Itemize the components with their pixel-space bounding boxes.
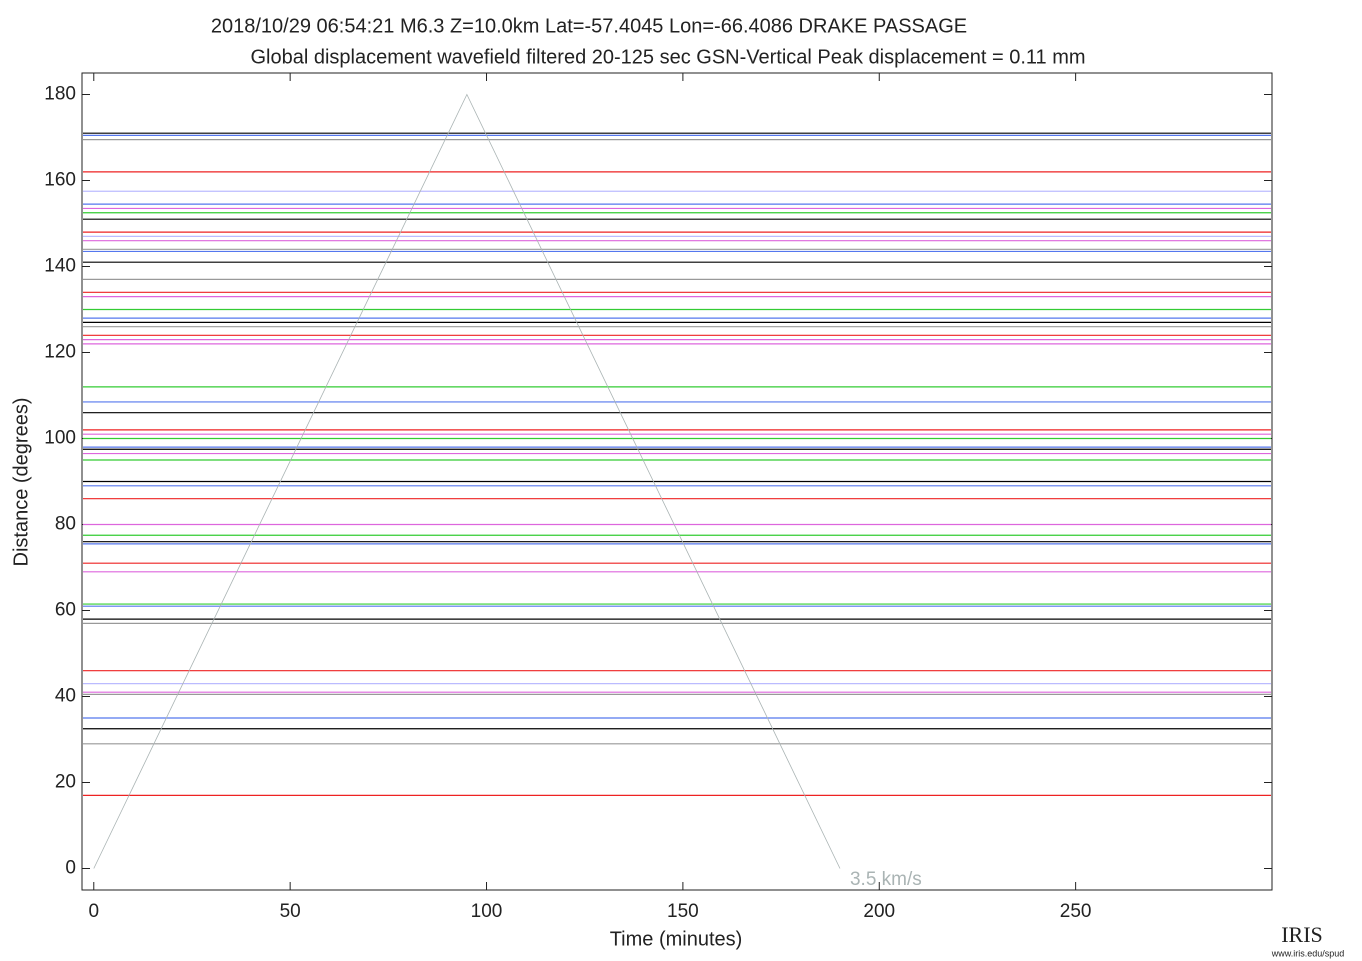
x-tick-label: 50 xyxy=(280,901,301,922)
y-tick-label: 160 xyxy=(44,170,76,191)
y-axis-label: Distance (degrees) xyxy=(10,398,32,567)
logo: IRIS xyxy=(1281,922,1323,947)
x-tick-label: 0 xyxy=(88,901,99,922)
y-tick-label: 60 xyxy=(55,600,76,621)
travel-time-curve xyxy=(93,93,841,869)
x-tick-label: 250 xyxy=(1060,901,1092,922)
x-tick-label: 100 xyxy=(471,901,503,922)
logo-url: www.iris.edu/spud xyxy=(1271,948,1345,958)
y-tick-label: 100 xyxy=(44,428,76,449)
y-tick-label: 40 xyxy=(55,686,76,707)
y-tick-label: 140 xyxy=(44,256,76,277)
x-tick-label: 200 xyxy=(863,901,895,922)
plot-frame xyxy=(81,72,1273,891)
curve-label: 3.5 km/s xyxy=(850,869,922,890)
chart-title: 2018/10/29 06:54:21 M6.3 Z=10.0km Lat=-5… xyxy=(211,15,967,37)
y-tick-label: 0 xyxy=(65,858,76,879)
x-tick-label: 150 xyxy=(667,901,699,922)
x-axis-label: Time (minutes) xyxy=(610,928,743,950)
y-tick-label: 20 xyxy=(55,772,76,793)
y-tick-label: 180 xyxy=(44,84,76,105)
y-tick-label: 120 xyxy=(44,342,76,363)
chart-subtitle: Global displacement wavefield filtered 2… xyxy=(250,46,1085,68)
y-tick-label: 80 xyxy=(55,514,76,535)
